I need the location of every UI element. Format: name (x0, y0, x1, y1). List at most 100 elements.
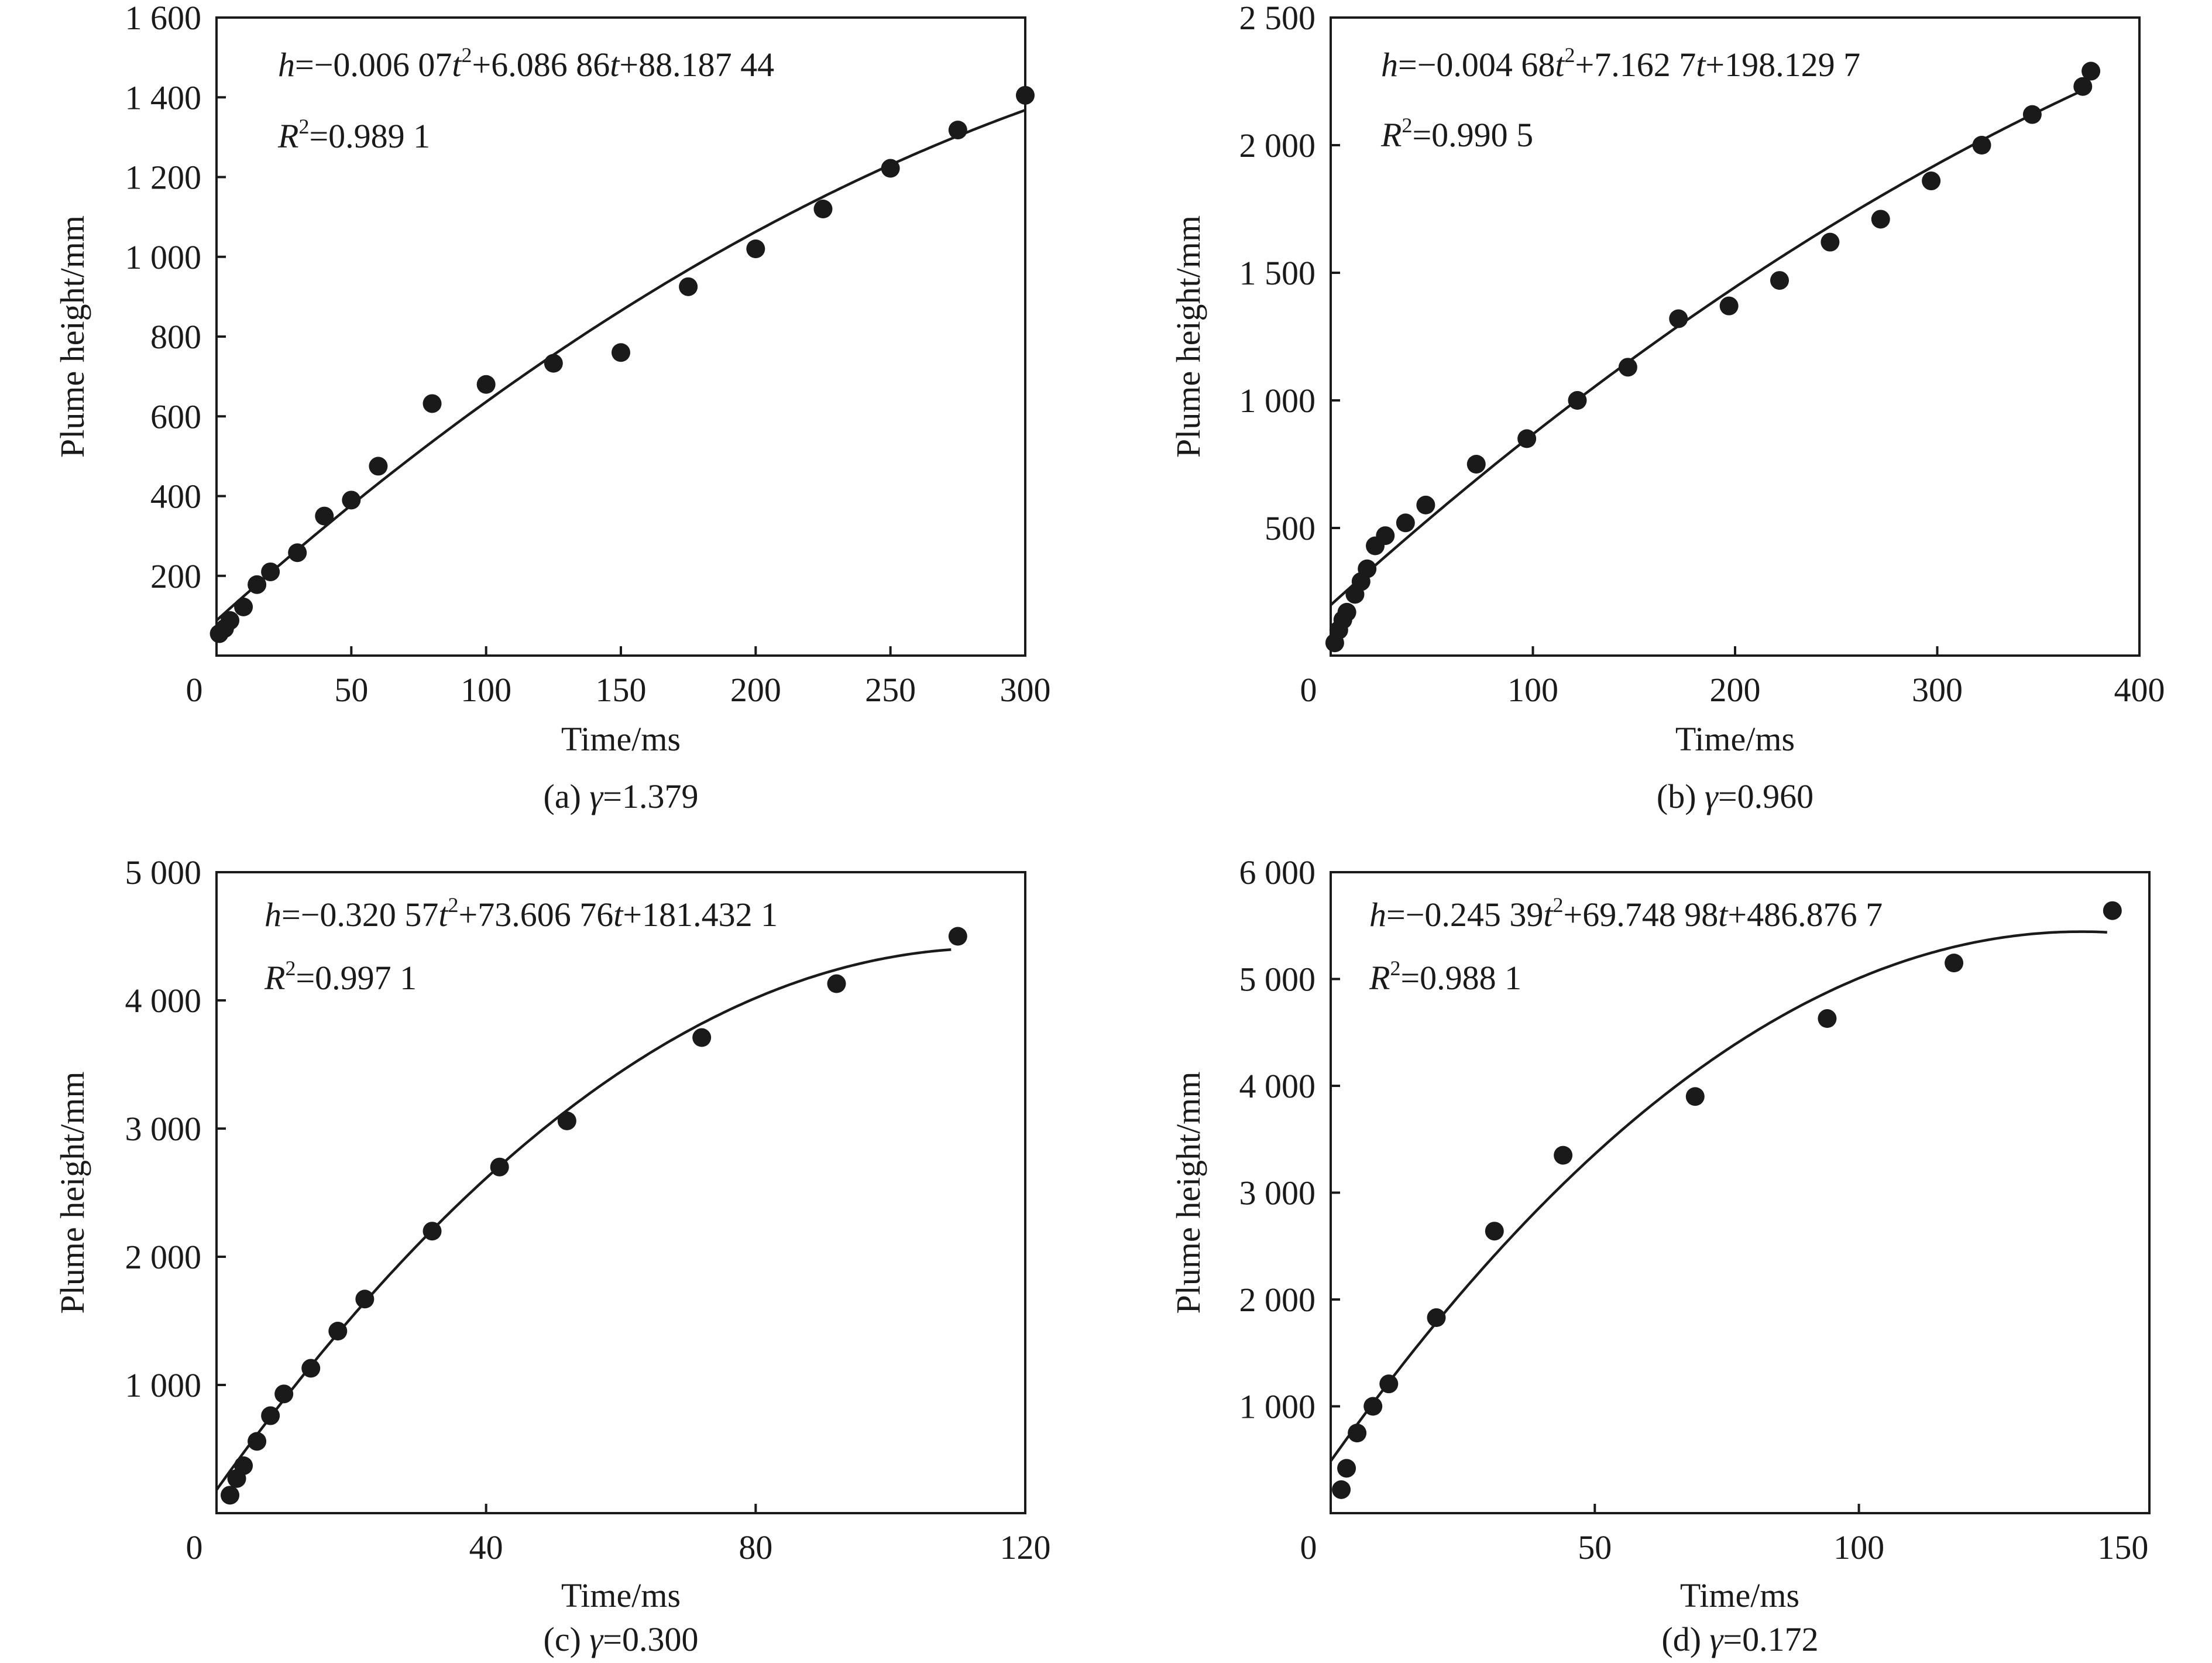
x-tick-label: 200 (730, 671, 781, 709)
data-point (1618, 358, 1637, 377)
data-point (1517, 429, 1537, 448)
y-axis-title: Plume height/mm (1169, 1071, 1207, 1314)
fit-equation: h=−0.320 57t2+73.606 76t+181.432 1 (265, 893, 778, 934)
y-tick-label: 2 000 (1239, 126, 1316, 164)
data-point (423, 394, 442, 413)
caption-symbol: γ (1705, 777, 1719, 815)
eq-var-t: t (452, 46, 462, 84)
data-point (1719, 296, 1739, 316)
eq-var-h: h (265, 896, 281, 934)
eq-coef-c: +88.187 44 (619, 46, 774, 84)
eq-coef-a: =−0.004 68 (1398, 46, 1555, 84)
data-point (827, 974, 846, 993)
panel-c: 40 80 120 0 1 000 2 000 3 000 4 000 5 000 Time/ms… (53, 853, 1051, 1658)
r-exponent: 2 (298, 115, 309, 138)
eq-exponent: 2 (462, 43, 472, 67)
data-point (2103, 901, 2122, 920)
fit-curve (1330, 91, 2080, 606)
x-tick-label: 300 (1000, 671, 1051, 709)
data-point (2073, 77, 2093, 96)
data-point (355, 1290, 375, 1309)
data-point (692, 1028, 712, 1047)
y-tick-label: 1 200 (125, 159, 202, 197)
data-point (423, 1222, 442, 1241)
data-point (1945, 954, 1964, 973)
data-point (948, 121, 967, 140)
data-point (221, 611, 240, 630)
x-origin-label: 0 (186, 1528, 203, 1566)
r-value: =0.990 5 (1412, 116, 1533, 154)
x-origin-label: 0 (186, 671, 203, 709)
data-point (1770, 271, 1789, 290)
x-tick-label: 200 (1710, 671, 1761, 709)
eq-exponent: 2 (1553, 893, 1564, 917)
y-tick-label: 4 000 (1239, 1067, 1316, 1105)
data-point (1379, 1374, 1399, 1394)
x-tick-label: 150 (2097, 1528, 2148, 1566)
data-point (328, 1322, 348, 1341)
data-point (1685, 1087, 1705, 1106)
data-point (2022, 105, 2042, 124)
x-tick-label: 80 (739, 1528, 772, 1566)
y-axis-title: Plume height/mm (1169, 215, 1207, 458)
r-squared: R2=0.988 1 (1369, 956, 1521, 997)
eq-coef-c: +486.876 7 (1727, 896, 1883, 934)
panel-d: 50 100 150 0 1 000 2 000 3 000 4 000 5 000 6 000 T… (1169, 853, 2151, 1658)
x-tick-label: 40 (469, 1528, 503, 1566)
y-tick-label: 400 (150, 478, 201, 516)
eq-coef-b: +6.086 86 (472, 46, 610, 84)
y-tick-label: 2 000 (1239, 1281, 1316, 1319)
y-tick-label: 200 (150, 557, 201, 595)
eq-coef-b: +7.162 7 (1575, 46, 1696, 84)
y-tick-label: 1 400 (125, 78, 202, 116)
panel-caption: (c) γ=0.300 (544, 1620, 699, 1658)
data-point (1363, 1397, 1383, 1416)
data-point (274, 1384, 294, 1404)
data-point (261, 1406, 280, 1425)
eq-var-t: t (1696, 46, 1706, 84)
x-tick-label: 400 (2114, 671, 2165, 709)
r-value: =0.997 1 (296, 959, 417, 997)
data-point (490, 1157, 509, 1177)
x-tick-label: 120 (1000, 1528, 1051, 1566)
panel-caption: (a) γ=1.379 (544, 777, 699, 815)
r-value: =0.989 1 (309, 117, 430, 155)
r-squared: R2=0.997 1 (264, 956, 417, 997)
plot-frame (1330, 16, 2141, 657)
y-tick-label: 500 (1265, 509, 1315, 547)
y-tick-label: 4 000 (125, 982, 202, 1020)
eq-exponent: 2 (448, 893, 459, 917)
caption-symbol: γ (1710, 1620, 1725, 1658)
data-point (1337, 1459, 1356, 1478)
r-symbol: R (1380, 116, 1402, 154)
x-tick-label: 50 (1578, 1528, 1612, 1566)
eq-var-t: t (1555, 46, 1565, 84)
fit-curve (215, 108, 1026, 622)
caption-label: (a) (544, 777, 590, 815)
data-point (234, 597, 253, 616)
caption-value: =0.172 (1723, 1620, 1818, 1658)
r-exponent: 2 (1390, 956, 1400, 980)
r-squared: R2=0.990 5 (1380, 114, 1533, 154)
caption-value: =0.300 (603, 1620, 698, 1658)
y-tick-label: 5 000 (125, 853, 202, 891)
data-point (315, 506, 334, 526)
data-point (248, 575, 267, 594)
data-point (2082, 61, 2101, 81)
y-tick-label: 1 000 (125, 1366, 202, 1404)
data-point (1396, 513, 1415, 533)
data-point (221, 1486, 240, 1505)
panel-caption: (b) γ=0.960 (1657, 777, 1813, 815)
eq-var-t: t (1543, 896, 1554, 934)
data-point (476, 375, 496, 394)
x-axis-title: Time/ms (1675, 720, 1795, 758)
y-tick-label: 2 000 (125, 1238, 202, 1276)
y-tick-label: 5 000 (1239, 961, 1316, 999)
eq-coef-b: +73.606 76 (459, 896, 614, 934)
x-axis-title: Time/ms (561, 1576, 681, 1614)
r-symbol: R (277, 117, 298, 155)
eq-coef-b: +69.748 98 (1564, 896, 1719, 934)
fit-curve (215, 948, 952, 1491)
x-axis-title: Time/ms (561, 720, 681, 758)
x-origin-label: 0 (1300, 671, 1317, 709)
